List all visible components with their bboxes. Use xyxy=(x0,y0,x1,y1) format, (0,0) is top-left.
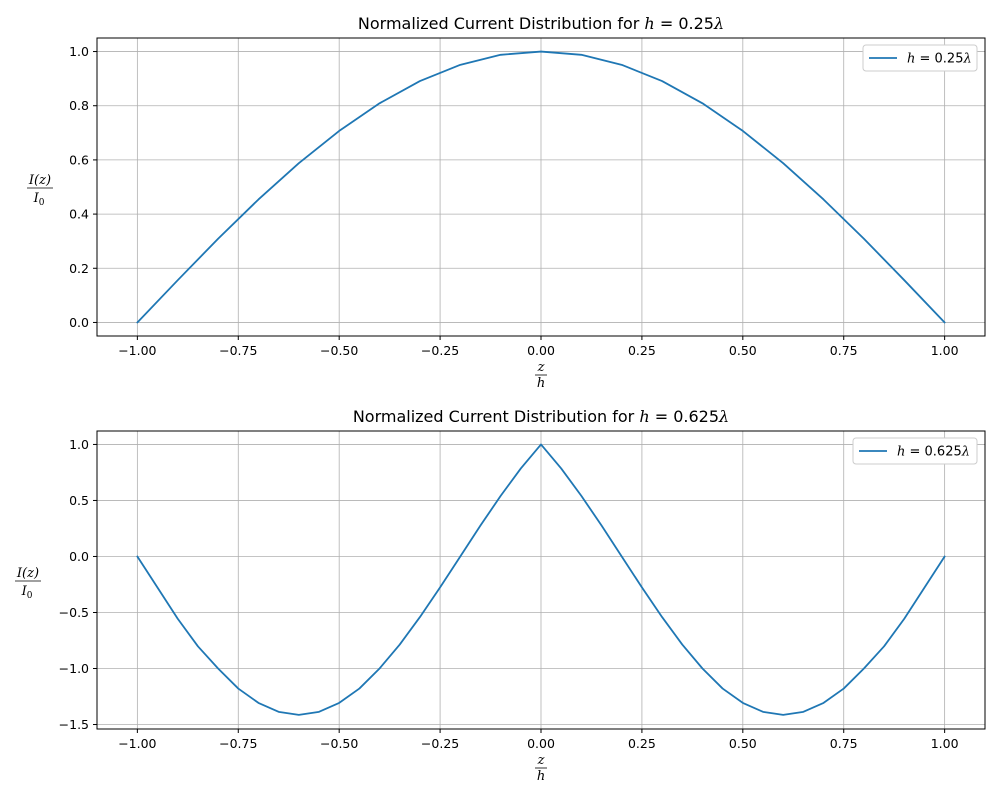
chart-title-math-lambda: λ xyxy=(713,14,724,33)
chart-panel-top: −1.00 −0.75 −0.50 −0.25 0.00 0.25 0.50 0.75 1.00… xyxy=(27,14,986,391)
legend-box xyxy=(852,437,978,465)
x-tick-label: 1.00 xyxy=(931,736,959,751)
chart-title: Normalized Current Distribution for h = … xyxy=(358,14,724,33)
chart-title: Normalized Current Distribution for h = … xyxy=(353,407,729,426)
legend-label-math-h: h xyxy=(907,52,915,67)
x-tick-label: 0.50 xyxy=(729,343,757,358)
x-tick-label: −0.75 xyxy=(219,343,257,358)
legend: h = 0.25λ xyxy=(862,44,978,72)
y-tick-label: 1.0 xyxy=(69,437,89,452)
y-tick-label: −1.5 xyxy=(59,717,89,732)
x-axis-label-numerator: z xyxy=(537,360,545,375)
x-tick-label: 0.00 xyxy=(527,736,555,751)
legend-label-math-lambda: λ xyxy=(961,445,970,460)
y-axis-label-numerator: I(z) xyxy=(28,173,51,188)
x-tick-label: 0.25 xyxy=(628,343,656,358)
y-axis-label-denominator-subscript: 0 xyxy=(39,198,45,208)
y-axis-label-denominator: I0 xyxy=(33,191,45,208)
y-tick-label: 0.6 xyxy=(69,152,89,167)
legend-box xyxy=(862,44,978,72)
chart-panel-bottom: −1.00 −0.75 −0.50 −0.25 0.00 0.25 0.50 0.75 1.00… xyxy=(15,407,986,784)
x-tick-label: −0.25 xyxy=(421,343,459,358)
x-axis-label-denominator: h xyxy=(537,376,545,391)
chart-title-math-h: h xyxy=(644,14,654,33)
x-tick-label: 0.75 xyxy=(830,736,858,751)
legend-label-math-h: h xyxy=(897,445,905,460)
chart-title-text: Normalized Current Distribution for xyxy=(358,14,645,33)
x-axis-label-denominator: h xyxy=(537,769,545,784)
x-tick-label: 0.75 xyxy=(830,343,858,358)
y-axis-label-denominator-subscript: 0 xyxy=(27,591,33,601)
x-tick-label: −1.00 xyxy=(118,736,156,751)
legend: h = 0.625λ xyxy=(852,437,978,465)
y-tick-label: 1.0 xyxy=(69,44,89,59)
x-tick-label: −0.50 xyxy=(320,736,358,751)
legend-label: h = 0.25λ xyxy=(907,52,972,67)
legend-label-math-lambda: λ xyxy=(962,52,971,67)
y-axis-label-denominator: I0 xyxy=(21,584,33,601)
y-tick-label: −0.5 xyxy=(59,605,89,620)
y-tick-label: 0.4 xyxy=(69,207,89,222)
y-axis-label-denominator-main: I xyxy=(21,584,28,599)
y-tick-label: 0.0 xyxy=(69,549,89,564)
x-tick-label: 0.50 xyxy=(729,736,757,751)
chart-title-math-value: = 0.625 xyxy=(650,407,719,426)
chart-title-math-value: = 0.25 xyxy=(655,14,714,33)
x-axis-label-numerator: z xyxy=(537,753,545,768)
chart-title-math-lambda: λ xyxy=(718,407,729,426)
chart-title-math-h: h xyxy=(639,407,649,426)
y-axis-label-denominator-main: I xyxy=(33,191,40,206)
x-tick-label: −0.50 xyxy=(320,343,358,358)
y-tick-label: 0.0 xyxy=(69,315,89,330)
series-line xyxy=(136,443,946,716)
x-tick-label: −0.25 xyxy=(421,736,459,751)
legend-label: h = 0.625λ xyxy=(897,445,970,460)
x-tick-label: −1.00 xyxy=(118,343,156,358)
y-tick-label: −1.0 xyxy=(59,661,89,676)
y-tick-label: 0.8 xyxy=(69,98,89,113)
y-tick-label: 0.2 xyxy=(69,261,89,276)
legend-label-math-value: = 0.25 xyxy=(915,52,963,67)
series-line xyxy=(136,50,946,324)
legend-label-math-value: = 0.625 xyxy=(905,445,961,460)
x-tick-label: 0.25 xyxy=(628,736,656,751)
x-tick-label: 0.00 xyxy=(527,343,555,358)
y-tick-label: 0.5 xyxy=(69,493,89,508)
chart-title-text: Normalized Current Distribution for xyxy=(353,407,640,426)
y-axis-label-numerator: I(z) xyxy=(16,566,39,581)
x-tick-label: 1.00 xyxy=(931,343,959,358)
x-tick-label: −0.75 xyxy=(219,736,257,751)
